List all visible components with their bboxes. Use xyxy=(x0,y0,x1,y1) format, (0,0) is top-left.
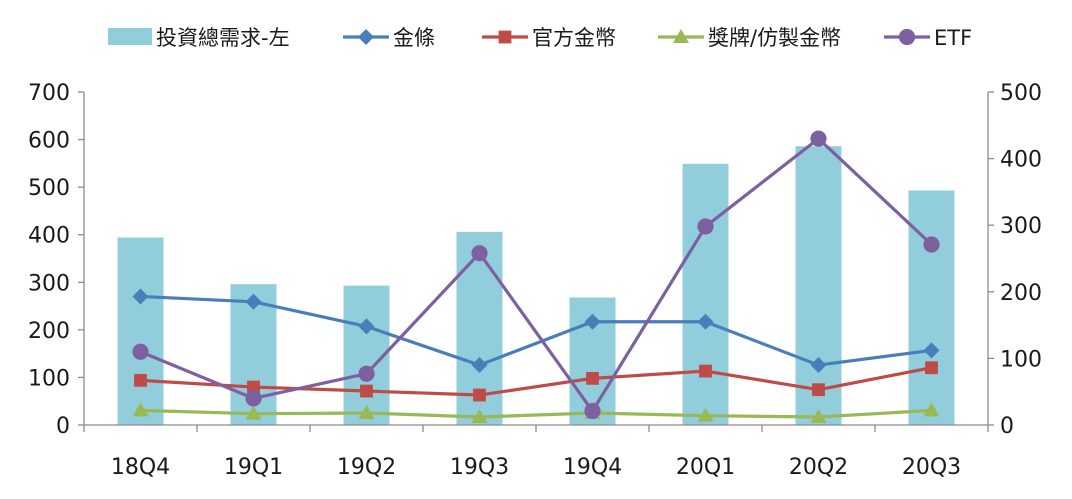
point-官方金幣-19Q1 xyxy=(247,380,260,394)
left-tick-label: 100 xyxy=(28,366,70,391)
point-獎牌/仿製金幣-19Q3 xyxy=(471,409,488,424)
point-官方金幣-19Q3 xyxy=(473,388,486,402)
point-獎牌/仿製金幣-20Q3 xyxy=(923,402,940,417)
point-官方金幣-19Q2 xyxy=(360,384,373,398)
legend-swatch-marker xyxy=(673,29,689,43)
point-獎牌/仿製金幣-19Q1 xyxy=(245,405,262,420)
legend-label: ETF xyxy=(934,26,972,50)
axes xyxy=(78,91,994,432)
point-獎牌/仿製金幣-20Q2 xyxy=(810,409,827,424)
point-金條-20Q3 xyxy=(923,342,940,359)
line-獎牌/仿製金幣 xyxy=(140,408,932,419)
x-tick-label: 20Q2 xyxy=(789,455,848,480)
left-tick-label: 600 xyxy=(28,129,70,154)
bar-20Q2 xyxy=(795,146,842,425)
right-tick-label: 0 xyxy=(1000,414,1014,439)
point-金條-19Q1 xyxy=(245,293,262,310)
legend-swatch-marker xyxy=(358,29,374,45)
point-ETF-19Q3 xyxy=(471,245,488,262)
right-tick-label: 200 xyxy=(1000,281,1042,306)
point-獎牌/仿製金幣-19Q2 xyxy=(358,405,375,420)
point-金條-19Q2 xyxy=(358,318,375,335)
left-tick-label: 400 xyxy=(28,224,70,249)
right-tick-label: 100 xyxy=(1000,347,1042,372)
legend-label: 投資總需求-左 xyxy=(156,26,290,50)
left-tick-label: 200 xyxy=(28,319,70,344)
point-官方金幣-19Q4 xyxy=(586,371,599,385)
point-官方金幣-18Q4 xyxy=(134,373,147,387)
legend-swatch-bar xyxy=(108,28,152,45)
legend-label: 官方金幣 xyxy=(532,26,616,50)
right-tick-label: 400 xyxy=(1000,148,1042,173)
x-tick-label: 19Q4 xyxy=(563,455,622,480)
point-ETF-20Q3 xyxy=(923,236,940,253)
left-tick-label: 300 xyxy=(28,271,70,296)
point-官方金幣-20Q1 xyxy=(699,364,712,378)
point-獎牌/仿製金幣-18Q4 xyxy=(132,402,149,417)
left-tick-label: 700 xyxy=(28,81,70,106)
point-ETF-19Q2 xyxy=(358,365,375,382)
tick-labels: 0 100 200 300 400 500 600 700 0 100 200 300 400 500 18… xyxy=(28,81,1042,480)
legend-label: 獎牌/仿製金幣 xyxy=(708,26,841,50)
point-獎牌/仿製金幣-20Q1 xyxy=(697,407,714,422)
legend-swatch-marker xyxy=(498,30,512,44)
line-series xyxy=(132,130,940,424)
line-官方金幣 xyxy=(140,366,932,397)
x-tick-label: 20Q3 xyxy=(902,455,961,480)
line-ETF xyxy=(139,137,933,413)
x-tick-label: 18Q4 xyxy=(111,455,170,480)
right-tick-label: 300 xyxy=(1000,214,1042,239)
point-金條-20Q1 xyxy=(697,313,714,330)
point-ETF-20Q1 xyxy=(697,218,714,235)
point-金條-19Q4 xyxy=(584,313,601,330)
x-tick-label: 19Q2 xyxy=(337,455,396,480)
point-ETF-19Q1 xyxy=(245,390,262,407)
line-金條 xyxy=(140,294,932,367)
point-ETF-18Q4 xyxy=(132,343,149,360)
left-tick-label: 500 xyxy=(28,176,70,201)
point-ETF-20Q2 xyxy=(810,130,827,147)
legend-swatch-marker xyxy=(898,28,916,46)
right-tick-label: 500 xyxy=(1000,81,1042,106)
x-tick-label: 19Q3 xyxy=(450,455,509,480)
point-ETF-19Q4 xyxy=(584,402,601,420)
x-tick-label: 20Q1 xyxy=(676,455,735,480)
legend: 投資總需求-左 金條 官方金幣 獎牌/仿製金幣 ETF xyxy=(108,26,972,50)
x-tick-label: 19Q1 xyxy=(224,455,283,480)
bar-20Q3 xyxy=(908,190,955,425)
bar-18Q4 xyxy=(117,237,164,425)
bar-series xyxy=(117,146,955,425)
legend-label: 金條 xyxy=(393,26,435,50)
point-金條-19Q3 xyxy=(471,357,488,374)
point-金條-18Q4 xyxy=(132,288,149,305)
point-金條-20Q2 xyxy=(810,357,827,374)
left-tick-label: 0 xyxy=(56,414,70,439)
point-官方金幣-20Q3 xyxy=(925,361,938,375)
bar-20Q1 xyxy=(682,163,729,425)
point-官方金幣-20Q2 xyxy=(812,383,825,397)
